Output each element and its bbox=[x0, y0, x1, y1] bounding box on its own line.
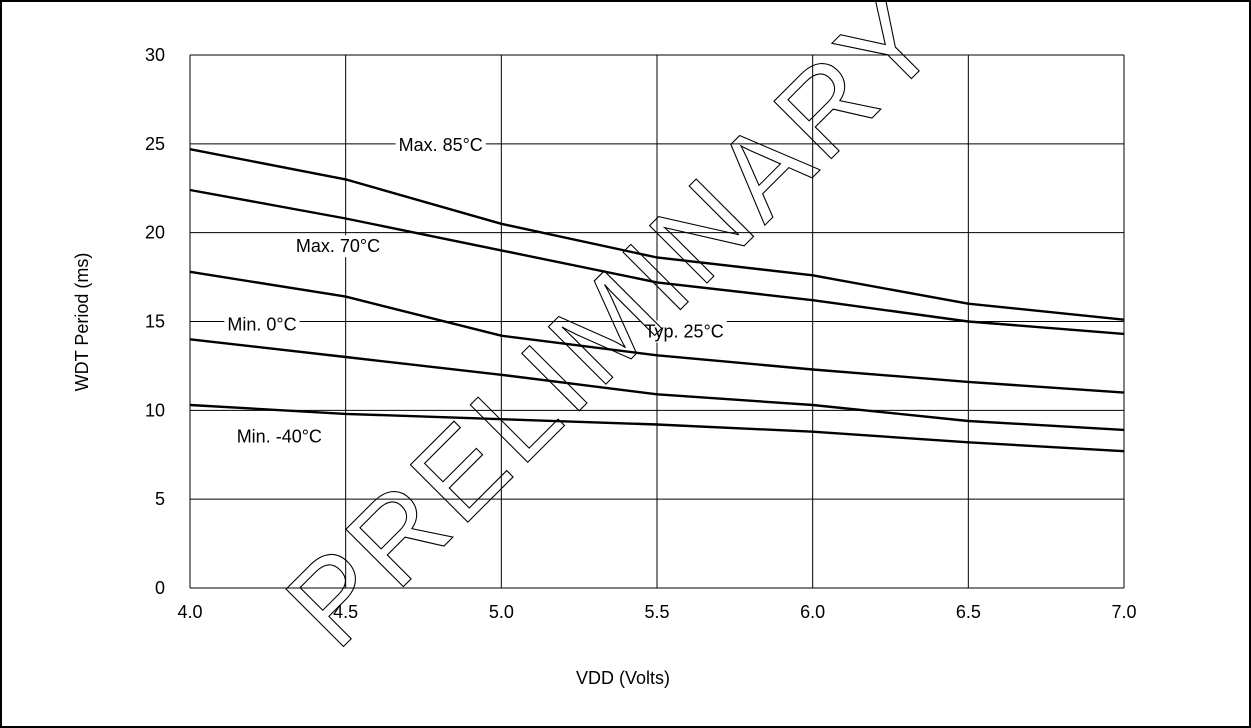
series-annotation: Min. 0°C bbox=[227, 314, 296, 334]
series-annotations: Max. 85°C Max. 70°C Min. 0°C Typ. 25°C Min. … bbox=[224, 133, 727, 448]
x-tick-label: 6.0 bbox=[800, 602, 825, 622]
series-lines bbox=[189, 148, 1125, 453]
annotation-backdrop bbox=[395, 133, 486, 156]
grid bbox=[189, 54, 1125, 589]
series-line bbox=[189, 403, 1125, 453]
series-line bbox=[189, 338, 1125, 432]
x-tick-labels: 4.0 4.5 5.0 5.5 6.0 6.5 7.0 bbox=[177, 602, 1136, 622]
x-tick-label: 5.0 bbox=[489, 602, 514, 622]
x-tick-label: 6.5 bbox=[956, 602, 981, 622]
series-line bbox=[189, 188, 1125, 336]
annotation-backdrop bbox=[233, 425, 325, 448]
series-annotation: Max. 85°C bbox=[399, 135, 483, 155]
x-tick-label: 5.5 bbox=[644, 602, 669, 622]
y-tick-label: 0 bbox=[155, 578, 165, 598]
y-tick-label: 20 bbox=[145, 223, 165, 243]
y-tick-labels: 0 5 10 15 20 25 30 bbox=[145, 45, 165, 598]
annotation-backdrop bbox=[292, 235, 384, 258]
series-annotation: Typ. 25°C bbox=[645, 321, 724, 341]
annotation-backdrop bbox=[641, 320, 727, 343]
series-annotation: Min. -40°C bbox=[237, 426, 322, 446]
y-tick-label: 5 bbox=[155, 489, 165, 509]
y-axis-title: WDT Period (ms) bbox=[72, 253, 92, 392]
y-tick-label: 25 bbox=[145, 134, 165, 154]
y-tick-label: 15 bbox=[145, 312, 165, 332]
y-tick-label: 30 bbox=[145, 45, 165, 65]
x-tick-label: 4.0 bbox=[177, 602, 202, 622]
series-line bbox=[189, 148, 1125, 321]
annotation-backdrop bbox=[224, 313, 300, 336]
series-annotation: Max. 70°C bbox=[296, 236, 380, 256]
x-tick-label: 7.0 bbox=[1111, 602, 1136, 622]
x-tick-label: 4.5 bbox=[333, 602, 358, 622]
series-line bbox=[189, 270, 1125, 394]
y-tick-label: 10 bbox=[145, 400, 165, 420]
preliminary-watermark: PRELIMINARY bbox=[262, 0, 966, 672]
x-axis-title: VDD (Volts) bbox=[576, 668, 670, 688]
